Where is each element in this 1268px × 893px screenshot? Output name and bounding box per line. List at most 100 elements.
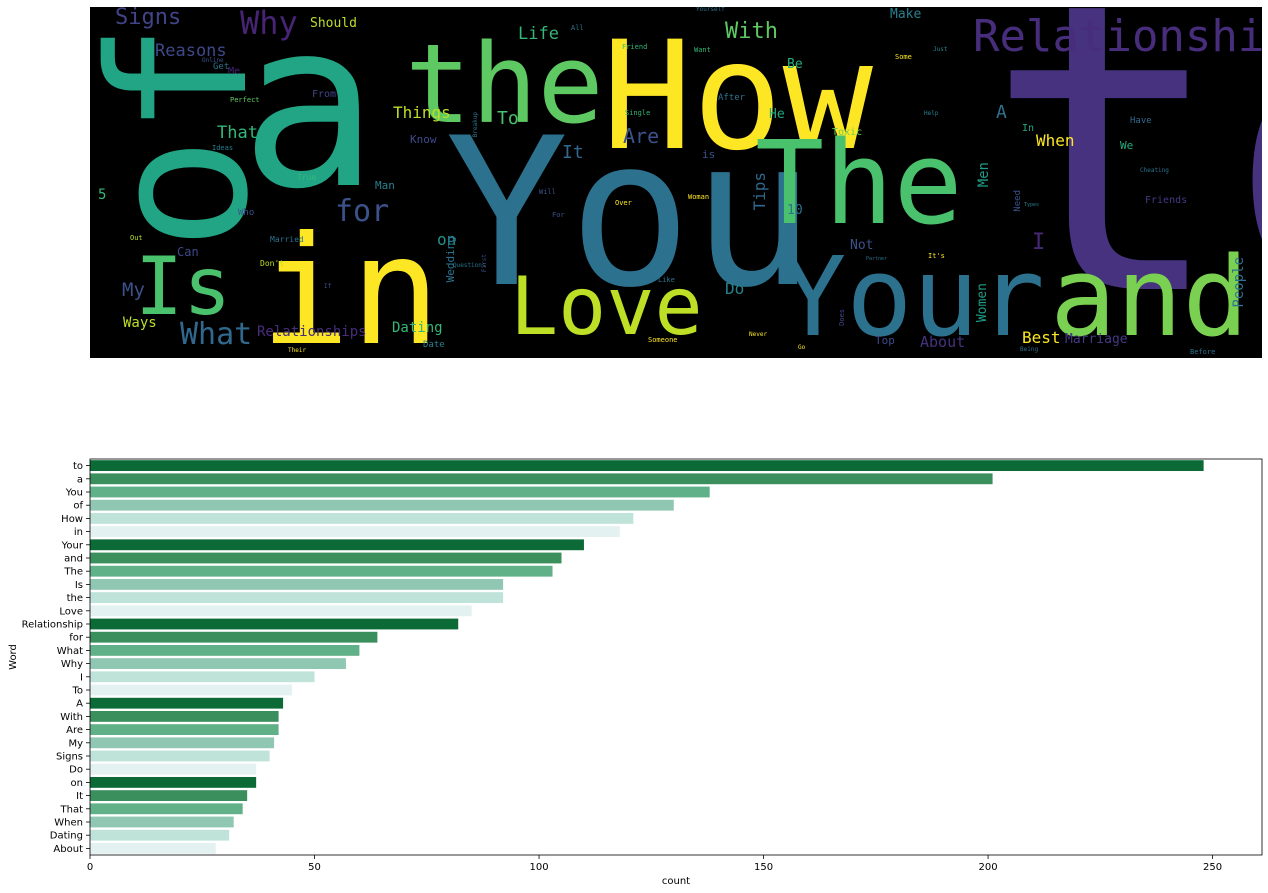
cloud-word: Not [850,238,874,253]
bar-i [90,671,315,683]
cloud-word: Single [625,109,651,117]
cloud-word: About [920,333,966,351]
cloud-word: Who [238,208,255,218]
cloud-word: If [324,283,332,290]
cloud-word: Dating [392,320,443,336]
cloud-word: Tips [750,172,769,211]
cloud-word: Do [725,279,745,298]
cloud-word: Help [924,110,939,117]
cloud-word: From [312,89,337,100]
cloud-word: Signs [115,7,182,30]
cloud-word: Are [623,124,660,148]
cloud-word: Happy [590,240,597,259]
y-tick-label: Love [59,606,83,617]
cloud-word: All [571,24,584,32]
cloud-word: Being [1020,346,1039,353]
cloud-word: When [1036,131,1075,150]
cloud-word: Life [518,24,559,44]
cloud-word: Should [310,16,357,31]
y-tick-label: Dating [50,831,83,842]
cloud-word: Is [135,240,232,333]
cloud-word: Get [213,62,230,72]
bar-a [90,473,993,485]
cloud-word: Love [510,260,703,353]
y-tick-label: on [71,778,83,789]
cloud-word: Partner [866,256,888,262]
cloud-word: People [1231,257,1247,308]
bar-my [90,737,275,749]
y-tick-label: I [80,672,83,683]
bar-relationship [90,618,459,630]
cloud-word: It's [928,252,945,260]
cloud-word: What [180,317,253,352]
bar-why [90,658,346,670]
y-tick-label: in [74,527,83,538]
cloud-word: Why [240,7,298,42]
word-cloud: toaHowYouofintheTheYourandLoveIsRelation… [90,7,1262,358]
cloud-word: Know [410,133,437,146]
y-tick-label: When [54,818,83,829]
y-tick-label: To [71,686,83,697]
cloud-word: Have [1130,116,1152,126]
bar-it [90,790,248,802]
cloud-word: It [562,142,584,163]
bar-for [90,631,378,643]
y-tick-label: It [76,791,83,802]
cloud-word: The [755,117,963,251]
cloud-word: First [481,254,488,273]
y-tick-label: Are [66,725,83,736]
plot-frame [89,458,1263,856]
bar-in [90,526,620,538]
cloud-word: Yourself [696,7,725,13]
cloud-word: in [260,205,441,358]
cloud-word: Perfect [230,96,260,104]
cloud-word: He [769,107,785,122]
cloud-word: Can [177,245,199,259]
x-tick-label: 250 [1203,862,1222,873]
y-tick-label: Why [61,659,83,670]
cloud-word: To [497,108,519,129]
bar-your [90,539,584,551]
y-tick-label: Relationship [22,620,83,631]
cloud-word: Some [895,53,912,61]
cloud-word: Like [658,276,675,284]
cloud-word: Things [393,103,451,122]
cloud-word: Will [539,188,556,196]
cloud-word: Top [875,334,895,347]
cloud-word: to [985,7,1262,358]
y-axis-label: Word [8,644,19,670]
y-tick-label: A [76,699,83,710]
cloud-word: Want [694,46,711,54]
cloud-word: Relationships [257,324,367,340]
cloud-word: Men [976,162,992,188]
cloud-word: Make [890,7,922,22]
bar-chart: to a You of How in Your and The Is the Love Relation… [8,458,1263,887]
cloud-word: Don't [260,259,285,268]
bar-on [90,776,257,788]
y-tick-label: of [73,501,83,512]
bar-when [90,816,234,828]
cloud-word: Online [202,57,224,64]
cloud-word: the [405,20,604,148]
y-tick-label: and [64,554,83,565]
cloud-word: a [240,7,379,240]
cloud-word: You [445,95,816,333]
bar-are [90,724,279,736]
bar-and [90,552,562,564]
cloud-word: Ways [123,315,157,331]
cloud-word: Someone [648,336,678,344]
cloud-word: Relationship [973,11,1262,62]
y-tick-label: the [67,593,83,604]
y-tick-label: Your [61,540,84,551]
y-tick-label: Do [69,765,83,776]
bar-to [90,684,293,696]
bar-the [90,565,553,577]
cloud-word: Woman [688,193,710,201]
x-tick-label: 50 [308,862,321,873]
bar-how [90,512,634,524]
x-tick-label: 200 [979,862,998,873]
bar-with [90,710,279,722]
x-axis-label: count [662,876,690,887]
cloud-word: Before [1190,348,1216,356]
bar-about [90,842,216,854]
